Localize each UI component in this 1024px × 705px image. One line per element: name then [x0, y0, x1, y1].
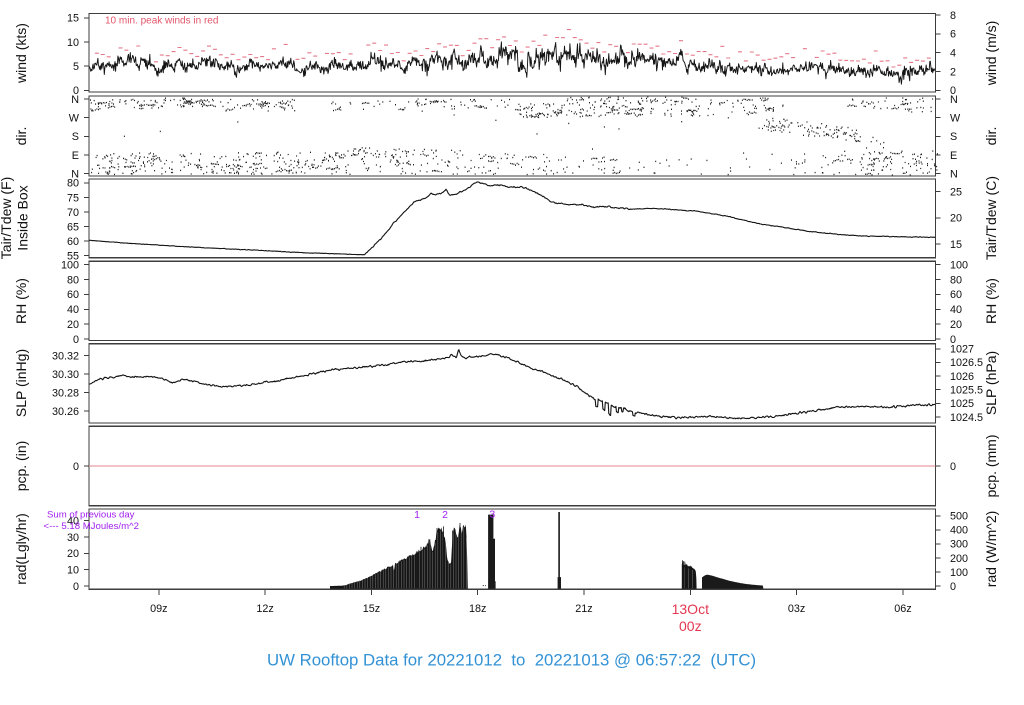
svg-text:75: 75: [67, 192, 79, 204]
svg-text:21z: 21z: [575, 603, 592, 615]
svg-text:20: 20: [67, 319, 79, 331]
svg-text:wind (kts): wind (kts): [13, 23, 29, 84]
svg-text:2: 2: [442, 509, 448, 521]
svg-text:1027: 1027: [950, 344, 974, 356]
svg-text:200: 200: [950, 553, 968, 565]
svg-text:15: 15: [950, 239, 962, 251]
svg-text:15z: 15z: [363, 603, 380, 615]
svg-text:30.28: 30.28: [52, 387, 79, 399]
svg-text:0: 0: [73, 461, 79, 473]
svg-text:500: 500: [950, 511, 968, 523]
svg-text:E: E: [950, 150, 957, 162]
svg-text:RH (%): RH (%): [983, 278, 999, 324]
svg-text:18z: 18z: [469, 603, 486, 615]
svg-text:wind (m/s): wind (m/s): [983, 21, 999, 87]
svg-text:4: 4: [950, 48, 956, 60]
svg-text:2: 2: [950, 66, 956, 78]
svg-text:40: 40: [67, 516, 79, 528]
svg-text:dir.: dir.: [983, 127, 999, 146]
svg-text:Inside Box: Inside Box: [15, 185, 31, 250]
svg-text:13Oct: 13Oct: [672, 601, 709, 617]
svg-text:80: 80: [67, 178, 79, 190]
svg-text:rad (W/m^2): rad (W/m^2): [983, 511, 999, 588]
svg-text:N: N: [950, 94, 958, 106]
svg-text:30.30: 30.30: [52, 369, 79, 381]
svg-text:0: 0: [950, 461, 956, 473]
svg-text:pcp. (mm): pcp. (mm): [983, 435, 999, 498]
svg-text:400: 400: [950, 525, 968, 537]
svg-text:Sum of previous day: Sum of previous day: [47, 509, 135, 520]
svg-text:Tair/Tdew (F): Tair/Tdew (F): [0, 177, 14, 259]
svg-text:0: 0: [73, 334, 79, 346]
svg-text:N: N: [71, 94, 79, 106]
svg-text:S: S: [950, 131, 957, 143]
svg-text:03z: 03z: [788, 603, 805, 615]
svg-text:pcp. (in): pcp. (in): [13, 441, 29, 492]
svg-text:30.32: 30.32: [52, 350, 79, 362]
svg-text:65: 65: [67, 221, 79, 233]
svg-text:N: N: [71, 168, 79, 180]
svg-text:S: S: [72, 131, 79, 143]
svg-text:Tair/Tdew (C): Tair/Tdew (C): [983, 176, 999, 260]
svg-text:40: 40: [950, 304, 962, 316]
svg-text:5: 5: [73, 61, 79, 73]
svg-text:0: 0: [950, 581, 956, 593]
svg-text:20: 20: [950, 213, 962, 225]
svg-text:10 min. peak winds in red: 10 min. peak winds in red: [105, 15, 218, 26]
svg-text:100: 100: [61, 260, 79, 272]
svg-text:00z: 00z: [679, 618, 702, 634]
svg-text:rad(Lgly/hr): rad(Lgly/hr): [13, 513, 29, 585]
svg-text:20: 20: [67, 548, 79, 560]
svg-text:100: 100: [950, 260, 968, 272]
svg-text:09z: 09z: [150, 603, 167, 615]
svg-text:1026: 1026: [950, 371, 974, 383]
svg-text:10: 10: [67, 37, 79, 49]
svg-text:0: 0: [950, 85, 956, 97]
svg-text:15: 15: [67, 13, 79, 25]
svg-text:100: 100: [950, 567, 968, 579]
svg-text:20: 20: [950, 319, 962, 331]
svg-text:1: 1: [414, 509, 420, 521]
svg-text:60: 60: [67, 236, 79, 248]
svg-text:0: 0: [950, 334, 956, 346]
svg-text:80: 80: [67, 274, 79, 286]
svg-text:SLP (hPa): SLP (hPa): [983, 351, 999, 415]
svg-text:dir.: dir.: [13, 127, 29, 146]
svg-text:55: 55: [67, 251, 79, 263]
svg-text:6: 6: [950, 29, 956, 41]
svg-text:80: 80: [950, 274, 962, 286]
svg-text:W: W: [950, 113, 961, 125]
svg-text:300: 300: [950, 539, 968, 551]
svg-text:70: 70: [67, 207, 79, 219]
svg-text:25: 25: [950, 187, 962, 199]
svg-text:<--- 5.18 MJoules/m^2: <--- 5.18 MJoules/m^2: [44, 521, 139, 532]
svg-text:06z: 06z: [894, 603, 911, 615]
svg-text:E: E: [72, 150, 79, 162]
svg-text:12z: 12z: [256, 603, 273, 615]
svg-text:30.26: 30.26: [52, 406, 79, 418]
svg-text:0: 0: [73, 581, 79, 593]
svg-text:40: 40: [67, 304, 79, 316]
svg-text:30: 30: [67, 532, 79, 544]
svg-text:60: 60: [67, 289, 79, 301]
svg-text:0: 0: [73, 85, 79, 97]
svg-text:UW Rooftop Data for 20221012: UW Rooftop Data for 20221012 to 20221013…: [267, 651, 756, 670]
svg-text:RH (%): RH (%): [13, 278, 29, 324]
svg-text:1024.5: 1024.5: [950, 412, 983, 424]
svg-text:W: W: [69, 113, 80, 125]
svg-text:8: 8: [950, 10, 956, 22]
svg-text:1025: 1025: [950, 398, 974, 410]
svg-text:SLP (inHg): SLP (inHg): [13, 349, 29, 417]
svg-text:3: 3: [489, 509, 495, 521]
svg-text:1025.5: 1025.5: [950, 385, 983, 397]
svg-text:10: 10: [67, 565, 79, 577]
svg-text:N: N: [950, 168, 958, 180]
svg-text:60: 60: [950, 289, 962, 301]
svg-text:1026.5: 1026.5: [950, 357, 983, 369]
